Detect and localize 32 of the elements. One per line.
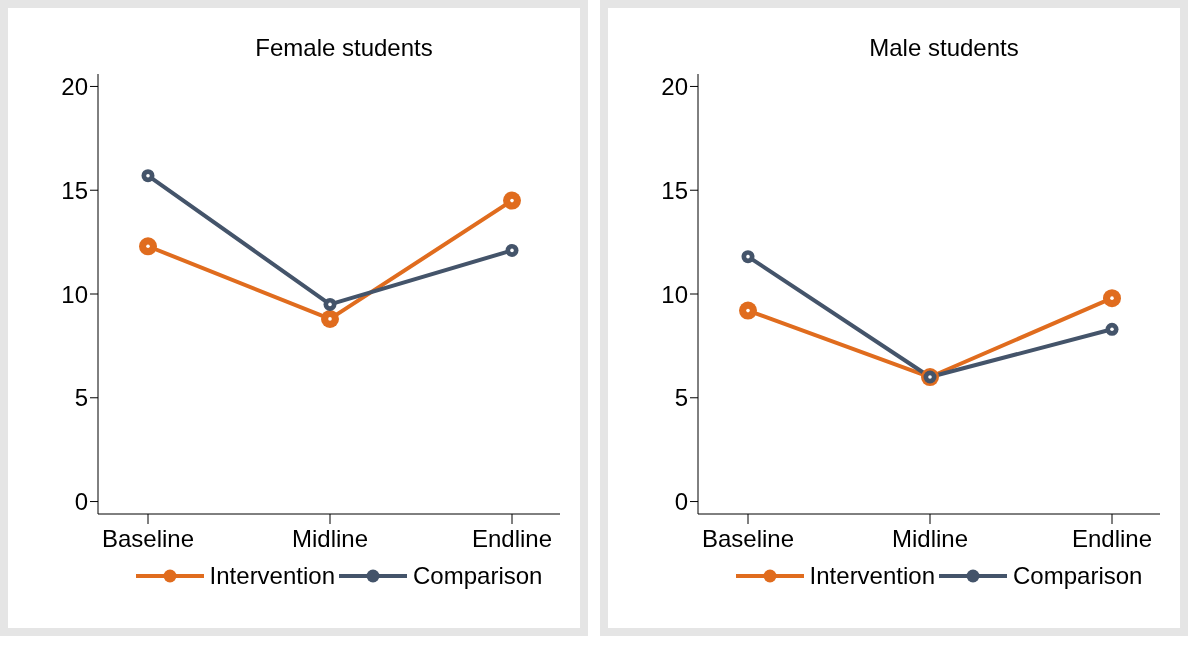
y-tick-label: 20: [661, 72, 688, 100]
point: [323, 297, 337, 311]
y-tick-label: 15: [661, 176, 688, 204]
point: [1105, 322, 1119, 336]
y-tick-label: 10: [61, 280, 88, 308]
x-tick-label: Endline: [471, 525, 553, 553]
y-tick-label: 10: [661, 280, 688, 308]
y-tick-label: 20: [61, 72, 88, 100]
legend-label: Intervention: [209, 562, 336, 590]
point: [505, 243, 519, 257]
x-tick-label: Baseline: [701, 525, 795, 553]
point: [741, 250, 755, 264]
point: [503, 191, 521, 210]
y-tick-label: 5: [74, 384, 88, 412]
chart-title: Female students: [254, 34, 434, 62]
point: [739, 301, 757, 320]
chart-title: Male students: [868, 34, 1020, 62]
x-tick-label: Endline: [1071, 525, 1153, 553]
point: [139, 237, 157, 256]
legend-label: Intervention: [809, 562, 936, 590]
x-tick-label: Midline: [291, 525, 369, 553]
point: [321, 309, 339, 328]
y-tick-label: 15: [61, 176, 88, 204]
x-tick-label: Midline: [891, 525, 969, 553]
point: [1103, 289, 1121, 308]
y-tick-label: 0: [74, 488, 88, 516]
x-tick-label: Baseline: [101, 525, 195, 553]
y-tick-label: 5: [674, 384, 688, 412]
legend-label: Comparison: [1013, 562, 1143, 590]
legend-label: Comparison: [413, 562, 543, 590]
point: [141, 169, 155, 183]
y-tick-label: 0: [674, 488, 688, 516]
